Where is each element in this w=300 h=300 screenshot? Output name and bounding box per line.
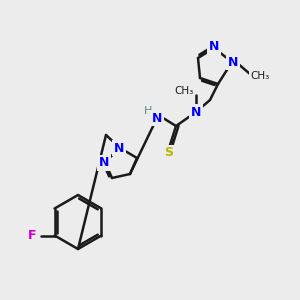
Text: CH₃: CH₃ bbox=[174, 86, 194, 96]
Text: N: N bbox=[228, 56, 238, 68]
Text: N: N bbox=[191, 106, 201, 118]
Text: N: N bbox=[152, 112, 162, 124]
Text: N: N bbox=[209, 40, 219, 53]
Text: N: N bbox=[114, 142, 124, 154]
Text: S: S bbox=[164, 146, 173, 160]
Text: F: F bbox=[28, 229, 37, 242]
Text: CH₃: CH₃ bbox=[250, 71, 270, 81]
Text: H: H bbox=[144, 106, 152, 116]
Text: N: N bbox=[99, 157, 109, 169]
